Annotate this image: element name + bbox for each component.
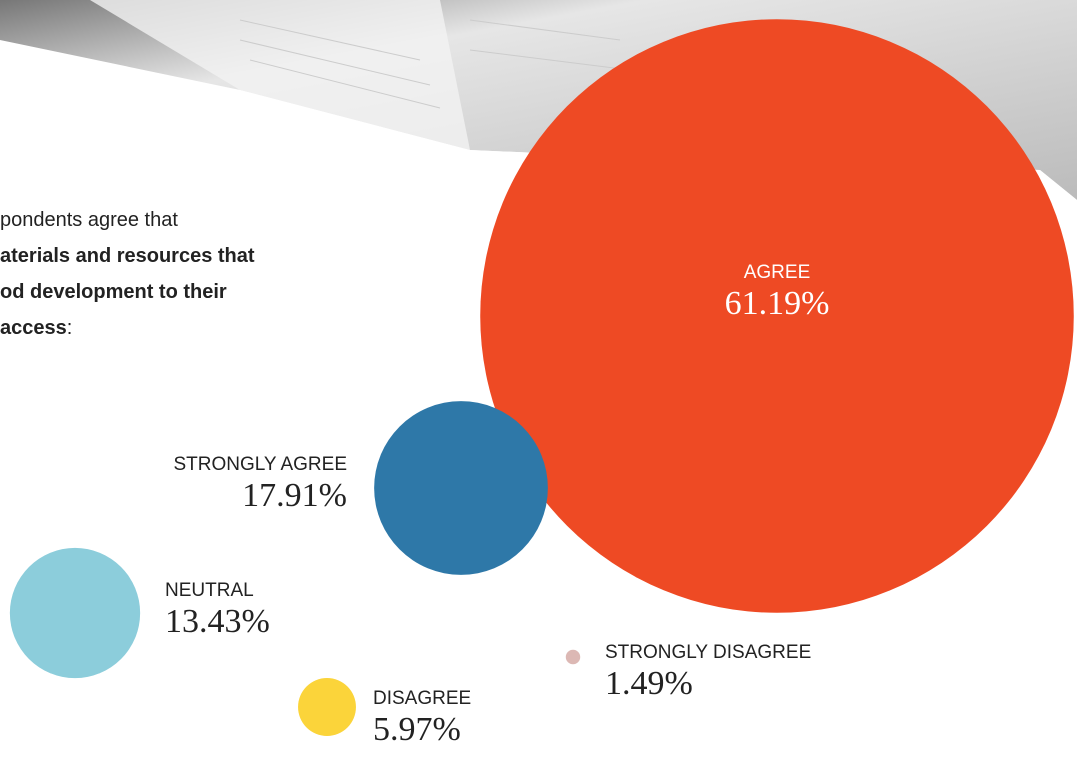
value-label: 5.97% bbox=[373, 711, 461, 748]
book-text-lines bbox=[239, 19, 631, 109]
bubble bbox=[298, 678, 356, 736]
intro-text: pondents agree that bbox=[0, 209, 178, 231]
bubble bbox=[374, 401, 548, 575]
category-label: STRONGLY AGREE bbox=[173, 454, 347, 475]
category-label: STRONGLY DISAGREE bbox=[605, 642, 811, 663]
value-label: 1.49% bbox=[605, 665, 693, 702]
intro-text: access: bbox=[0, 317, 72, 339]
category-label: AGREE bbox=[744, 262, 811, 283]
book-page bbox=[90, 0, 470, 150]
bubble bbox=[480, 19, 1074, 613]
value-label: 13.43% bbox=[165, 603, 270, 640]
bubble bbox=[9, 547, 141, 679]
value-label: 17.91% bbox=[242, 477, 347, 514]
value-label: 61.19% bbox=[725, 285, 830, 322]
intro-text: aterials and resources that bbox=[0, 245, 255, 267]
intro-text: od development to their bbox=[0, 281, 227, 303]
bubbles bbox=[9, 19, 1074, 736]
category-label: NEUTRAL bbox=[165, 580, 254, 601]
category-label: DISAGREE bbox=[373, 688, 471, 709]
intro-bold: access bbox=[0, 317, 67, 339]
intro-colon: : bbox=[67, 317, 73, 339]
bubble bbox=[565, 649, 581, 665]
